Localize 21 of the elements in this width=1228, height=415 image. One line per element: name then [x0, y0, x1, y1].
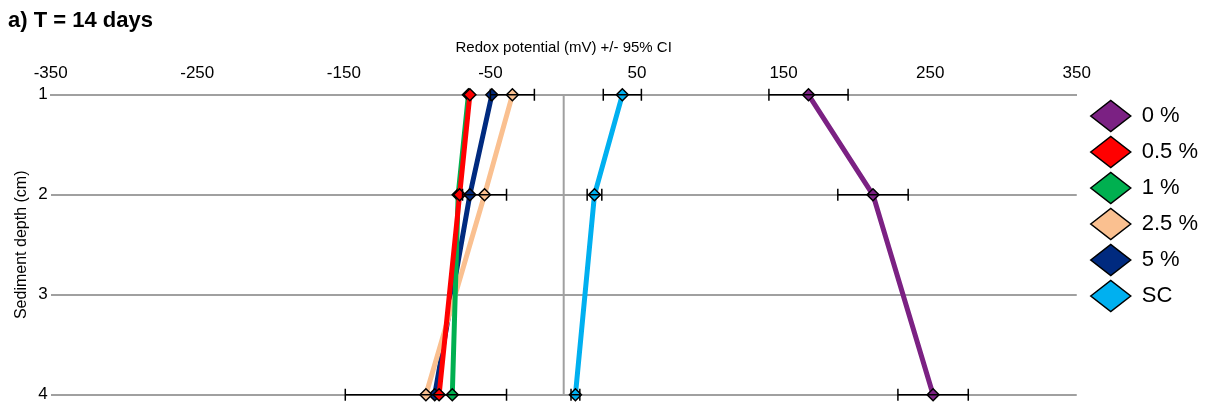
x-tick-label: -50 — [478, 63, 503, 83]
x-tick-label: 150 — [769, 63, 798, 83]
x-axis-title: Redox potential (mV) +/- 95% CI — [455, 37, 672, 55]
y-tick-label: 4 — [38, 384, 48, 404]
x-tick-label: 250 — [915, 63, 945, 83]
x-tick-label: -150 — [326, 63, 361, 83]
x-tick-label: 50 — [627, 63, 647, 83]
legend-label: 1 % — [1141, 174, 1180, 200]
legend-label: 0.5 % — [1141, 138, 1199, 164]
x-tick-label: -350 — [33, 63, 68, 83]
y-tick-label: 3 — [38, 284, 48, 304]
legend-label: 2.5 % — [1141, 210, 1199, 236]
legend-label: 5 % — [1141, 246, 1180, 272]
y-tick-label: 2 — [38, 184, 48, 204]
y-tick-label: 1 — [38, 84, 48, 104]
legend-label: 0 % — [1141, 102, 1180, 128]
y-axis-title: Sediment depth (cm) — [12, 170, 30, 320]
x-tick-label: 350 — [1062, 63, 1091, 83]
chart-title: a) T = 14 days — [8, 7, 153, 33]
x-tick-label: -250 — [180, 63, 215, 83]
legend-label: SC — [1141, 282, 1173, 308]
